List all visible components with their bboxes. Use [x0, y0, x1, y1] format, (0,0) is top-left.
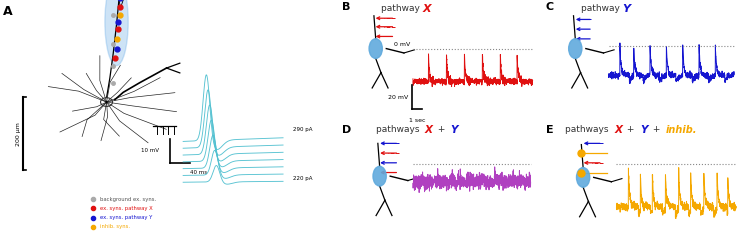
- Text: +: +: [650, 125, 663, 134]
- Text: inhib.: inhib.: [665, 125, 697, 135]
- Ellipse shape: [576, 168, 590, 187]
- Text: 10 mV: 10 mV: [141, 148, 159, 153]
- Text: Y: Y: [622, 4, 630, 14]
- Text: X: X: [423, 4, 431, 14]
- Text: X: X: [425, 125, 433, 135]
- Text: 40 ms: 40 ms: [189, 170, 207, 175]
- Ellipse shape: [373, 166, 386, 186]
- Text: background ex. syns.: background ex. syns.: [100, 197, 156, 202]
- Text: 20 mV: 20 mV: [388, 95, 408, 100]
- Text: inhib. syns.: inhib. syns.: [100, 225, 130, 229]
- Text: 1 sec: 1 sec: [408, 118, 425, 123]
- Text: ex. syns. pathway Y: ex. syns. pathway Y: [100, 215, 152, 220]
- Text: 290 pA: 290 pA: [293, 127, 312, 132]
- Ellipse shape: [568, 39, 582, 58]
- Text: A: A: [4, 5, 13, 18]
- Text: X: X: [614, 125, 622, 135]
- Text: E: E: [546, 125, 554, 135]
- Text: pathway: pathway: [581, 4, 622, 13]
- Text: C: C: [546, 2, 554, 12]
- Ellipse shape: [105, 0, 128, 66]
- Ellipse shape: [369, 39, 383, 58]
- Text: B: B: [343, 2, 351, 12]
- Text: +: +: [434, 125, 448, 134]
- Text: Y: Y: [450, 125, 458, 135]
- Text: D: D: [343, 125, 352, 135]
- Text: ex. syns. pathway X: ex. syns. pathway X: [100, 206, 152, 211]
- Text: pathway: pathway: [381, 4, 423, 13]
- Text: 200 μm: 200 μm: [16, 122, 21, 146]
- Text: 220 pA: 220 pA: [293, 176, 312, 181]
- Text: pathways: pathways: [376, 125, 422, 134]
- Text: Y: Y: [640, 125, 648, 135]
- Text: +: +: [625, 125, 638, 134]
- Text: 0 mV: 0 mV: [394, 42, 410, 47]
- Text: pathways: pathways: [565, 125, 612, 134]
